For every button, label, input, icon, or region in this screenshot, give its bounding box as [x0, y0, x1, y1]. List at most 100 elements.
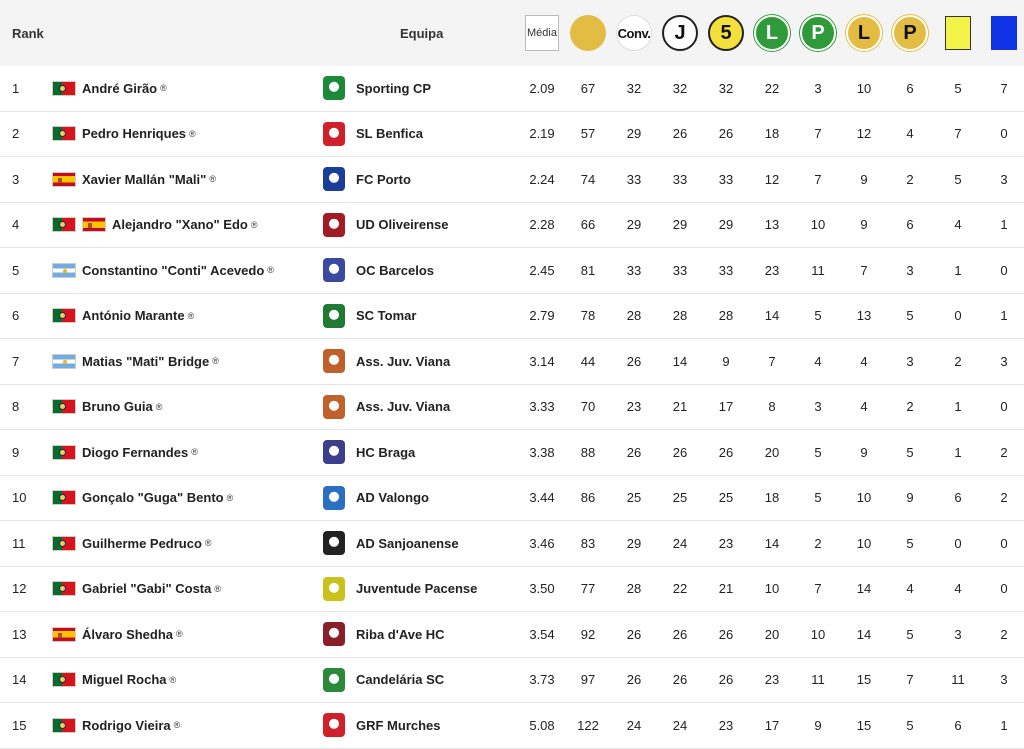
table-row[interactable]: 2 Pedro Henriques ® SL Benfica 2.19 57 29 26 26 1… — [0, 112, 1024, 157]
team-cell[interactable]: OC Barcelos — [323, 248, 434, 292]
player-name[interactable]: Rodrigo Vieira — [82, 717, 171, 733]
player-name[interactable]: Gabriel "Gabi" Costa — [82, 581, 212, 596]
stat-cell-c3: 26 — [672, 444, 688, 460]
team-name[interactable]: UD Oliveirense — [356, 217, 449, 232]
player-cell[interactable]: Gonçalo "Guga" Bento ® — [52, 476, 233, 520]
team-name[interactable]: OC Barcelos — [356, 262, 435, 278]
team-name[interactable]: Juventude Pacense — [356, 581, 478, 596]
header-l-gold[interactable]: L — [844, 0, 884, 66]
team-cell[interactable]: AD Sanjoanense — [323, 521, 459, 565]
team-cell[interactable]: Candelária SC — [323, 658, 444, 702]
team-cell[interactable]: GRF Murches — [323, 703, 441, 747]
player-name[interactable]: André Girão — [82, 80, 158, 96]
stat-cell-c10: 2 — [1000, 490, 1008, 505]
player-cell[interactable]: Alejandro "Xano" Edo ® — [52, 203, 257, 247]
player-cell[interactable]: Guilherme Pedruco ® — [52, 521, 212, 565]
table-row[interactable]: 3 Xavier Mallán "Mali" ® FC Porto 2.24 74 33 33… — [0, 157, 1024, 203]
header-goals-conceded[interactable] — [568, 0, 608, 66]
team-name[interactable]: SC Tomar — [356, 308, 417, 323]
header-conv[interactable]: Conv. — [614, 0, 654, 66]
team-name[interactable]: AD Sanjoanense — [356, 535, 459, 551]
team-name[interactable]: AD Valongo — [356, 490, 429, 505]
stat-cell-c5: 23 — [764, 672, 780, 687]
player-cell[interactable]: Gabriel "Gabi" Costa ® — [52, 567, 221, 611]
table-row[interactable]: 13 Álvaro Shedha ® Riba d'Ave HC 3.54 92 26 26 2… — [0, 612, 1024, 658]
player-cell[interactable]: Matias "Mati" Bridge ® — [52, 339, 219, 383]
header-blue-card[interactable] — [984, 0, 1024, 66]
team-name[interactable]: Sporting CP — [356, 80, 432, 96]
team-cell[interactable]: HC Braga — [323, 430, 415, 474]
team-cell[interactable]: Juventude Pacense — [323, 567, 477, 611]
team-cell[interactable]: FC Porto — [323, 157, 411, 201]
header-p-green[interactable]: P — [798, 0, 838, 66]
team-cell[interactable]: Ass. Juv. Viana — [323, 385, 450, 429]
player-cell[interactable]: Miguel Rocha ® — [52, 658, 176, 702]
player-cell[interactable]: Bruno Guia ® — [52, 385, 162, 429]
team-name[interactable]: SL Benfica — [356, 126, 423, 141]
player-name[interactable]: Diogo Fernandes — [82, 444, 189, 460]
player-name[interactable]: Bruno Guia — [82, 399, 153, 414]
player-name[interactable]: Gonçalo "Guga" Bento — [82, 490, 224, 505]
table-row[interactable]: 15 Rodrigo Vieira ® GRF Murches 5.08 122 24 24 2… — [0, 703, 1024, 749]
player-name[interactable]: Pedro Henriques — [82, 126, 187, 141]
conv-icon: Conv. — [616, 15, 652, 51]
player-cell[interactable]: Álvaro Shedha ® — [52, 612, 183, 656]
team-cell[interactable]: Sporting CP — [323, 66, 431, 110]
player-name[interactable]: Alejandro "Xano" Edo — [112, 217, 248, 232]
yellow-card-icon — [945, 16, 971, 50]
player-cell[interactable]: Constantino "Conti" Acevedo ® — [52, 248, 274, 292]
header-five[interactable]: 5 — [706, 0, 746, 66]
table-row[interactable]: 5 Constantino "Conti" Acevedo ® OC Barcelos… — [0, 248, 1024, 294]
table-row[interactable]: 7 Matias "Mati" Bridge ® Ass. Juv. Viana 3.1… — [0, 339, 1024, 385]
team-name[interactable]: HC Braga — [356, 444, 416, 460]
stat-cell-c4: 25 — [718, 490, 734, 505]
stat-cell-c4: 26 — [718, 444, 734, 460]
header-l-green[interactable]: L — [752, 0, 792, 66]
team-cell[interactable]: AD Valongo — [323, 476, 429, 520]
player-name[interactable]: Matias "Mati" Bridge — [82, 353, 210, 369]
player-name[interactable]: Constantino "Conti" Acevedo — [82, 262, 265, 278]
player-cell[interactable]: António Marante ® — [52, 294, 194, 338]
stat-cell-c1: 122 — [577, 717, 599, 733]
header-media[interactable]: Média — [524, 0, 560, 66]
player-name[interactable]: Álvaro Shedha — [82, 626, 174, 642]
player-cell[interactable]: Pedro Henriques ® — [52, 112, 196, 156]
header-p-gold[interactable]: P — [890, 0, 930, 66]
team-name[interactable]: Candelária SC — [356, 672, 445, 687]
team-cell[interactable]: UD Oliveirense — [323, 203, 449, 247]
player-cell[interactable]: Xavier Mallán "Mali" ® — [52, 157, 216, 201]
team-name[interactable]: GRF Murches — [356, 717, 441, 733]
table-row[interactable]: 12 Gabriel "Gabi" Costa ® Juventude Pacense… — [0, 567, 1024, 612]
flag-es-icon — [52, 626, 76, 642]
table-row[interactable]: 6 António Marante ® SC Tomar 2.79 78 28 28 28 14 5… — [0, 294, 1024, 339]
header-j[interactable]: J — [660, 0, 700, 66]
table-row[interactable]: 9 Diogo Fernandes ® HC Braga 3.38 88 26 26 26 20 5… — [0, 430, 1024, 476]
stat-cell-c4: 17 — [718, 399, 734, 414]
header-yellow-card[interactable] — [938, 0, 978, 66]
team-name[interactable]: Ass. Juv. Viana — [356, 353, 451, 369]
team-cell[interactable]: Ass. Juv. Viana — [323, 339, 450, 383]
table-row[interactable]: 14 Miguel Rocha ® Candelária SC 3.73 97 26 26 26… — [0, 658, 1024, 703]
header-team[interactable]: Equipa — [400, 0, 443, 66]
registered-mark: ® — [212, 356, 219, 366]
player-name[interactable]: Xavier Mallán "Mali" — [82, 171, 207, 187]
player-name[interactable]: António Marante — [82, 308, 185, 323]
player-name[interactable]: Miguel Rocha — [82, 672, 167, 687]
team-cell[interactable]: SL Benfica — [323, 112, 423, 156]
header-rank[interactable]: Rank — [12, 0, 44, 66]
player-cell[interactable]: André Girão ® — [52, 66, 167, 110]
team-name[interactable]: Ass. Juv. Viana — [356, 399, 451, 414]
table-row[interactable]: 10 Gonçalo "Guga" Bento ® AD Valongo 3.44 86 2… — [0, 476, 1024, 521]
player-cell[interactable]: Diogo Fernandes ® — [52, 430, 198, 474]
player-name[interactable]: Guilherme Pedruco — [82, 535, 202, 551]
player-cell[interactable]: Rodrigo Vieira ® — [52, 703, 180, 747]
team-name[interactable]: Riba d'Ave HC — [356, 626, 445, 642]
table-row[interactable]: 8 Bruno Guia ® Ass. Juv. Viana 3.33 70 23 21 17 8… — [0, 385, 1024, 430]
table-row[interactable]: 4 Alejandro "Xano" Edo ® UD Oliveirense 2.28… — [0, 203, 1024, 248]
team-name[interactable]: FC Porto — [356, 171, 411, 187]
team-cell[interactable]: Riba d'Ave HC — [323, 612, 445, 656]
team-cell[interactable]: SC Tomar — [323, 294, 416, 338]
table-row[interactable]: 11 Guilherme Pedruco ® AD Sanjoanense 3.46 83… — [0, 521, 1024, 567]
stat-cell-c10: 1 — [1000, 717, 1008, 733]
table-row[interactable]: 1 André Girão ® Sporting CP 2.09 67 32 32 32 22 3 1… — [0, 66, 1024, 112]
